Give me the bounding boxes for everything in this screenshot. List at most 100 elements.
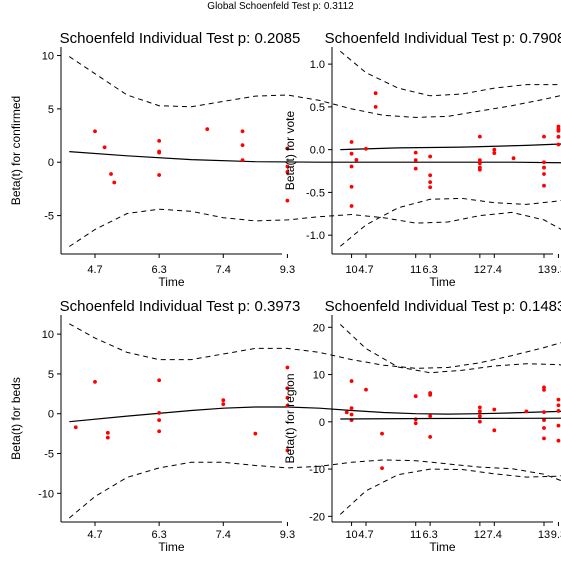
y-tick-label: 20 [313,322,325,334]
residual-point [556,438,561,443]
residual-point [556,397,561,402]
x-tick-label: 4.7 [87,529,102,541]
residual-point [157,418,162,422]
y-tick-label: 10 [42,329,54,341]
upper-confidence-band [339,324,561,374]
residual-point [285,386,290,391]
y-tick-label: 0.5 [310,102,325,114]
y-tick-label: -1.0 [306,230,325,242]
residual-point [157,429,162,434]
lower-confidence-band [339,197,561,247]
x-tick-label: 9.3 [551,529,561,541]
y-axis-label: Beta(t) for region [283,373,297,463]
residual-point [556,409,561,413]
x-tick-label: 12 [474,264,486,276]
y-tick-label: 5 [48,369,54,381]
residual-point [364,146,368,151]
y-tick-label: -0.5 [306,187,325,199]
x-tick-label: 7.4 [216,529,231,541]
x-tick-label: 10 [345,264,357,276]
residual-point [477,134,482,139]
panel-title: Schoenfeld Individual Test p: 0.7908 [325,30,561,47]
residual-point [349,204,354,208]
x-axis-label: Time [158,540,185,554]
residual-point [112,180,117,185]
smoothed-fit-line [340,417,561,420]
residual-point [349,164,354,169]
residual-point [380,466,384,471]
y-tick-label: 5 [48,104,54,116]
residual-point [240,143,245,148]
residual-point [556,128,561,133]
residual-point [354,158,359,162]
residual-point [477,409,482,414]
residual-point [542,418,546,422]
residual-point [109,172,113,176]
residual-point [93,379,97,384]
residual-point [380,431,384,436]
x-tick-label: 6.3 [151,264,166,276]
residual-point [556,134,561,139]
lower-confidence-band [339,468,561,515]
residual-point [428,414,433,419]
global-test-title: Global Schoenfeld Test p: 0.3112 [207,1,354,12]
panel-1: Schoenfeld Individual Test p: 0.2085 -5 0 5… [9,30,561,289]
residual-point [344,410,349,415]
smoothed-fit-line [69,151,561,164]
residual-point [105,435,110,440]
residual-point [221,402,226,407]
upper-confidence-band [69,323,561,369]
x-tick-label: 12 [474,529,486,541]
residual-point [73,425,78,430]
residual-point [428,185,433,190]
residual-point [477,419,482,424]
panel-title: Schoenfeld Individual Test p: 0.2085 [60,30,301,47]
y-tick-label: 1.0 [310,59,325,71]
x-tick-label: 11 [410,264,421,276]
y-tick-label: 0 [319,417,325,429]
residual-point [477,161,482,166]
residual-point [542,165,546,170]
residual-point [93,129,97,134]
residual-point [492,407,497,412]
residual-point [285,395,290,400]
residual-point [542,410,546,415]
residual-point [511,156,516,161]
residual-point [221,398,226,403]
residual-point [240,158,245,163]
residual-point [542,134,546,139]
x-tick-label: 9.3 [280,529,295,541]
y-tick-label: 0 [48,409,54,421]
residual-point [157,150,162,155]
residual-point [102,145,107,150]
residual-point [556,142,561,147]
y-tick-label: -5 [44,449,54,461]
residual-point [253,431,258,436]
x-tick-label: 13 [538,264,550,276]
residual-point [413,166,418,171]
x-axis-label: Time [158,275,185,289]
residual-point [157,411,162,415]
x-tick-label: 7.4 [216,264,231,276]
residual-point [285,198,290,203]
residual-point [428,154,433,159]
y-tick-label: 10 [42,51,54,63]
residual-point [373,91,378,96]
panel-title: Schoenfeld Individual Test p: 0.3973 [60,298,301,315]
x-tick-label: 9.3 [551,264,561,276]
y-axis-label: Beta(t) for confirmed [9,96,23,205]
residual-point [285,365,290,370]
x-axis-label: Time [429,275,456,289]
y-tick-label: 0.0 [310,145,325,157]
residual-point [492,147,497,152]
x-tick-label: 6.3 [151,529,166,541]
residual-point [556,403,561,408]
residual-point [285,403,290,408]
residual-point [492,428,497,433]
residual-point [157,378,162,383]
residual-point [157,173,162,177]
panel-3: Schoenfeld Individual Test p: 0.3973 -10 -… [9,298,561,554]
residual-point [285,169,290,174]
y-tick-label: -5 [44,211,54,223]
residual-point [349,184,354,189]
